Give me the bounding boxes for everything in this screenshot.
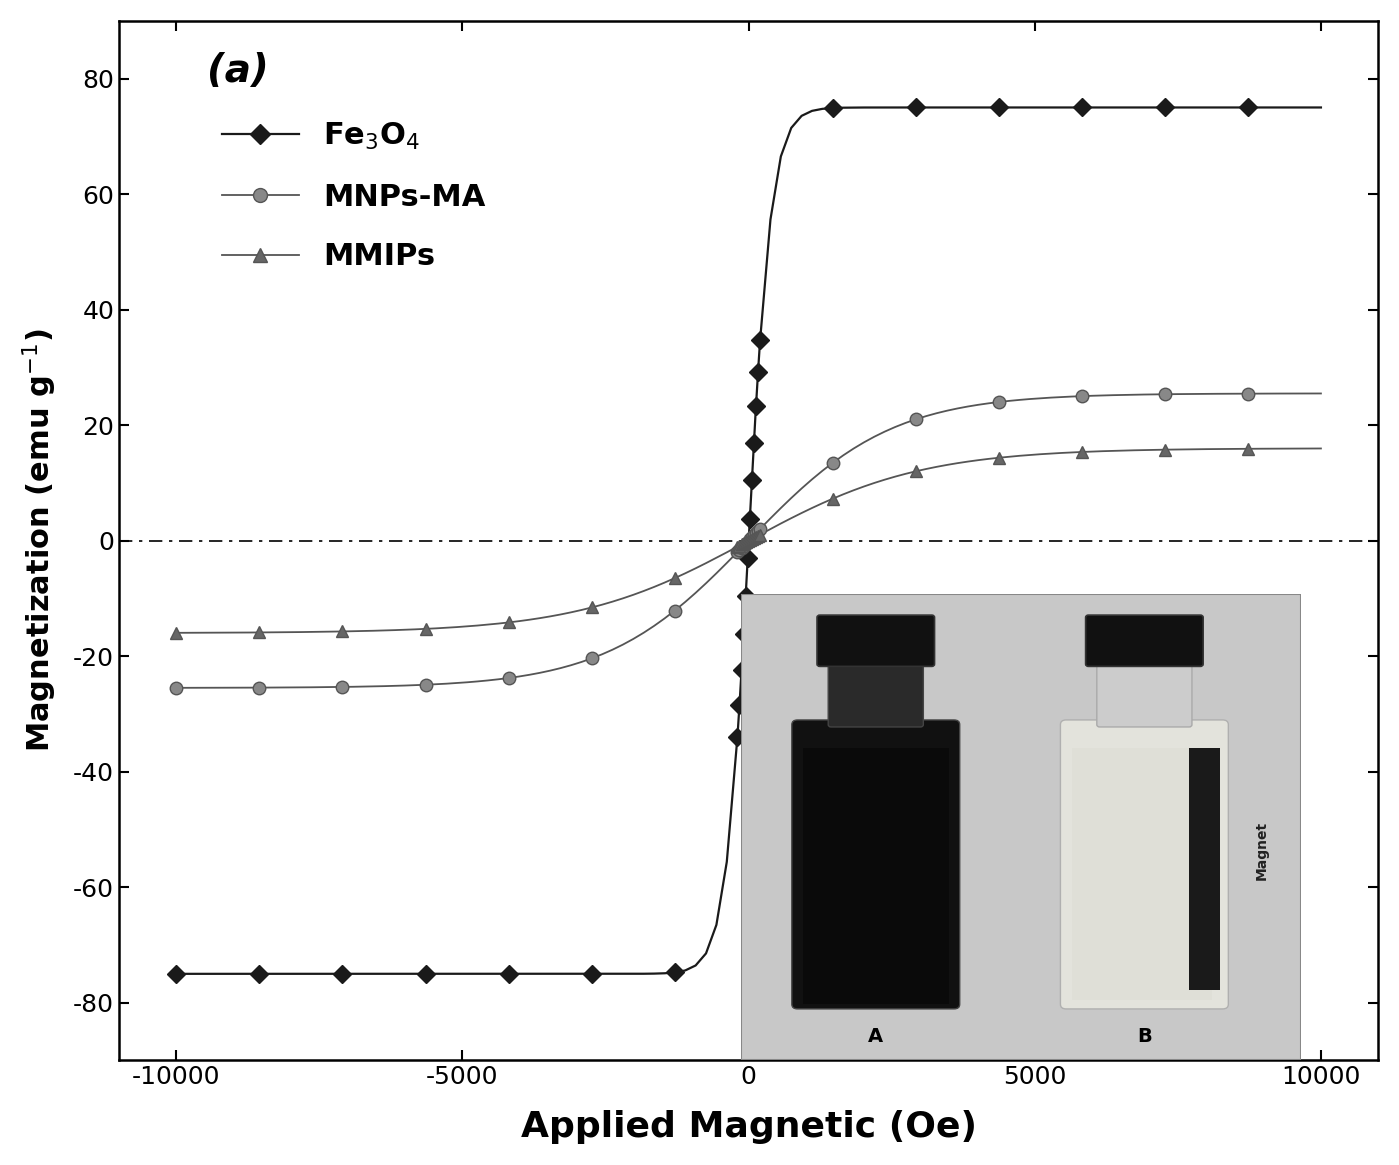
Bar (1072, 748, 1212, 1000)
FancyBboxPatch shape (817, 615, 935, 666)
Y-axis label: Magnetization (emu g$^{-1}$): Magnetization (emu g$^{-1}$) (21, 329, 59, 753)
Legend: Fe$_3$O$_4$, MNPs-MA, MMIPs: Fe$_3$O$_4$, MNPs-MA, MMIPs (210, 108, 498, 283)
FancyBboxPatch shape (792, 720, 960, 1009)
Text: A: A (869, 1028, 883, 1046)
Text: Magnet: Magnet (1255, 821, 1269, 880)
Text: (a): (a) (207, 52, 269, 90)
FancyBboxPatch shape (1097, 662, 1192, 727)
X-axis label: Applied Magnetic (Oe): Applied Magnetic (Oe) (520, 1110, 977, 1144)
Text: B: B (1137, 1028, 1151, 1046)
Bar (803, 748, 949, 1004)
Bar (1189, 748, 1220, 990)
FancyBboxPatch shape (1086, 615, 1203, 666)
FancyBboxPatch shape (741, 594, 1301, 1060)
Text: (b): (b) (1011, 982, 1066, 1015)
FancyBboxPatch shape (1060, 720, 1228, 1009)
FancyBboxPatch shape (828, 662, 923, 727)
